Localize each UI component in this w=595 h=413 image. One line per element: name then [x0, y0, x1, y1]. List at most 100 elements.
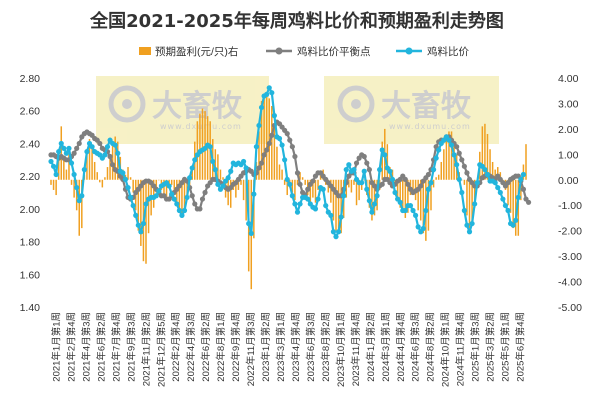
profit-bar: [399, 179, 401, 208]
ratio-point: [256, 122, 262, 129]
profit-bar: [450, 131, 453, 180]
ratio-point: [63, 150, 70, 156]
profit-bar: [355, 179, 358, 206]
ratio-point: [130, 202, 136, 209]
profit-bar: [271, 105, 273, 180]
profit-bar: [350, 179, 353, 193]
profit-bar: [396, 179, 399, 201]
profit-bar: [358, 179, 360, 201]
profit-bar: [260, 100, 263, 180]
ratio-point: [102, 152, 108, 158]
ratio-point: [364, 186, 370, 192]
ratio-point: [495, 184, 501, 191]
ratio-point: [402, 207, 408, 214]
profit-bar: [484, 123, 486, 180]
ratio-point: [343, 167, 349, 173]
ratio-point: [140, 220, 147, 227]
ratio-point: [251, 191, 257, 197]
profit-bar: [435, 177, 437, 180]
ratio-point: [112, 142, 118, 148]
profit-bar: [86, 151, 88, 180]
ratio-point: [187, 175, 193, 181]
profit-bar: [268, 98, 270, 180]
ratio-point: [502, 202, 509, 209]
profit-bar: [373, 179, 376, 216]
ratio-point: [346, 162, 352, 168]
legend-item-ratio[interactable]: 鸡料比价: [396, 45, 469, 58]
profit-bar: [276, 146, 278, 180]
ratio-point: [74, 184, 80, 191]
profit-bar: [440, 161, 443, 180]
x-axis: 2021年1月第1周 2021年2月第4周 2021年4月第3周 2021年6月第2周…: [50, 312, 526, 387]
profit-bar: [461, 179, 463, 181]
profit-bar: [217, 154, 219, 180]
profit-bar: [132, 179, 134, 193]
x-tick-label: 2021年12月第5周: [155, 312, 167, 387]
x-tick-label: 2022年11月第3周: [245, 312, 257, 386]
profit-bar: [70, 179, 73, 185]
y-right-tick-label: 3.00: [558, 98, 579, 110]
balance-point: [294, 170, 301, 176]
profit-bar: [296, 179, 299, 185]
profit-bar: [127, 167, 129, 180]
profit-bar: [137, 179, 140, 231]
ratio-point: [228, 168, 234, 174]
profit-bar: [96, 172, 98, 180]
ratio-point: [176, 207, 182, 214]
profit-bar: [301, 177, 304, 180]
ratio-point: [397, 199, 403, 205]
profit-bar: [407, 179, 409, 213]
profit-bar: [55, 179, 57, 196]
ratio-point: [389, 176, 396, 183]
profit-bar: [65, 169, 68, 180]
x-tick-label: 2021年6月第2周: [95, 312, 107, 382]
legend-item-profit[interactable]: 预期盈利(元/只)右: [139, 45, 238, 58]
ratio-point: [330, 229, 337, 235]
balance-point: [525, 199, 532, 205]
legend-swatch-ratio-marker: [405, 47, 413, 55]
ratio-point: [135, 222, 141, 228]
profit-bar: [106, 167, 109, 180]
ratio-point: [79, 193, 85, 199]
y-axis-right: -5.00 -4.00 -3.00 -2.00 -1.00 0.00 1.00 2.00 3.0…: [558, 73, 582, 314]
profit-bar: [294, 179, 296, 201]
balance-point: [199, 196, 206, 202]
profit-bar: [265, 93, 268, 180]
balance-point: [418, 183, 424, 189]
ratio-point: [181, 207, 188, 214]
profit-bar: [63, 159, 65, 180]
x-tick-label: 2022年9月第4周: [230, 312, 242, 382]
profit-bar: [101, 179, 104, 188]
profit-bar: [81, 179, 83, 229]
ratio-point: [166, 183, 172, 189]
legend-item-balance[interactable]: 鸡料比价平衡点: [266, 45, 371, 58]
ratio-point: [456, 176, 462, 183]
profit-bar: [432, 179, 435, 188]
ratio-point: [61, 145, 67, 151]
profit-bar: [286, 179, 288, 196]
y-right-tick-label: -4.00: [558, 277, 582, 289]
profit-bar: [473, 179, 476, 208]
balance-point: [464, 170, 470, 176]
ratio-point: [466, 229, 473, 235]
y-left-tick-label: 1.40: [20, 302, 41, 314]
x-tick-label: 2021年9月第3周: [125, 312, 137, 382]
ratio-point: [351, 167, 357, 173]
ratio-point: [305, 196, 311, 202]
x-tick-label: 2024年3月第1周: [380, 312, 392, 382]
ratio-point: [497, 189, 503, 196]
ratio-point: [369, 209, 375, 215]
ratio-point: [122, 176, 129, 183]
ratio-point: [294, 209, 301, 215]
ratio-point: [53, 171, 59, 178]
ratio-point: [279, 142, 285, 148]
profit-bar: [404, 179, 407, 218]
balance-point: [366, 167, 372, 173]
profit-bar: [332, 179, 335, 221]
profit-bar: [283, 179, 286, 185]
ratio-point: [366, 198, 372, 204]
profit-bar: [445, 136, 448, 180]
balance-point: [459, 157, 465, 163]
profit-bar: [99, 179, 101, 183]
ratio-point: [335, 229, 342, 235]
